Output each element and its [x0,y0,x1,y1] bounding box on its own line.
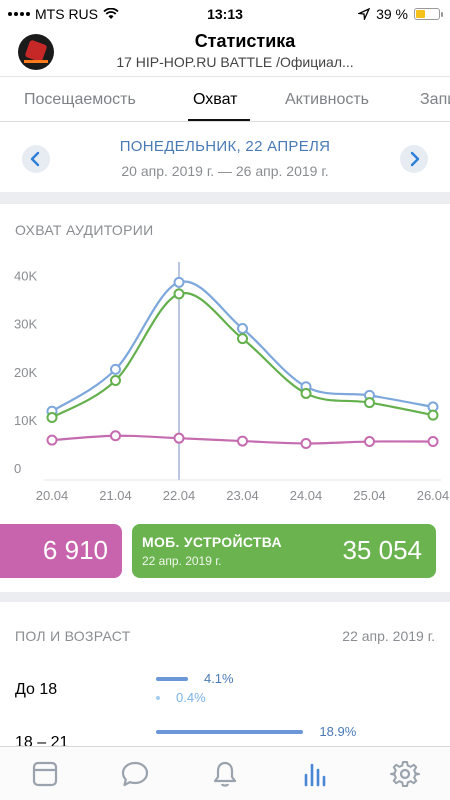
mobile-stat-card[interactable]: МОБ. УСТРОЙСТВА 22 апр. 2019 г. 35 054 [132,524,436,578]
data-point-desktop [173,432,185,444]
data-point-mobile [237,333,248,345]
data-point-mobile [364,397,375,409]
data-point-desktop [427,436,439,448]
x-tick-label: 20.04 [36,488,69,503]
tab-attendance[interactable]: Посещаемость [24,91,136,108]
data-point-total [110,363,121,375]
age-row-label: До 18 [15,681,58,698]
data-point-total [237,323,248,335]
status-bar: MTS RUS 13:13 39 % [0,0,450,28]
y-tick-label: 30K [14,317,37,332]
chevron-right-icon [410,151,420,167]
series-line-mobile [51,291,434,419]
y-tick-label: 0 [14,461,21,476]
location-arrow-icon [358,8,371,20]
tab-posts[interactable]: Запи [420,91,450,108]
next-day-button[interactable] [400,145,428,173]
date-switcher: ПОНЕДЕЛЬНИК, 22 АПРЕЛЯ 20 апр. 2019 г. —… [0,122,450,192]
data-point-desktop [237,435,248,447]
reach-section-title: ОХВАТ АУДИТОРИИ [15,222,154,238]
carrier: MTS RUS [35,6,98,22]
male-share-value: 4.1% [203,671,234,686]
male-share-value: 18.9% [319,724,357,739]
male-share-bar [156,730,304,734]
gender-age-title: ПОЛ И ВОЗРАСТ [15,628,131,644]
y-tick-label: 40K [14,269,37,284]
active-tab-indicator [188,119,250,121]
x-tick-label: 26.04 [417,488,450,503]
bottom-nav [0,746,450,800]
y-tick-label: 20K [14,365,37,380]
female-share-bar [156,696,160,700]
chevron-left-icon [30,151,40,167]
battery-icon [414,8,443,20]
tab-bar: Посещаемость Охват Активность Запи [0,76,450,122]
signal-icon [8,12,30,16]
reach-card: ОХВАТ АУДИТОРИИ 0 10K 20K 30K 40K 20.04 21.04 2… [0,204,450,592]
x-tick-label: 23.04 [226,488,259,503]
data-point-mobile [110,374,121,386]
gender-age-date: 22 апр. 2019 г. [342,628,435,644]
desktop-stat-card[interactable]: 6 910 [0,524,122,578]
previous-day-button[interactable] [22,145,50,173]
x-tick-label: 22.04 [163,488,196,503]
data-point-mobile [46,412,58,423]
data-point-mobile [427,409,439,421]
female-share-value: 0.4% [176,690,206,705]
tab-activity[interactable]: Активность [285,91,370,108]
desktop-stat-value: 6 910 [42,535,108,565]
mobile-stat-value: 35 054 [342,535,422,565]
series-line-total [51,280,434,413]
x-tick-label: 24.04 [290,488,323,503]
mobile-stat-date: 22 апр. 2019 г. [142,554,222,568]
data-point-mobile [173,288,185,300]
mobile-stat-label: МОБ. УСТРОЙСТВА [142,534,282,550]
settings-icon[interactable] [390,759,420,789]
news-icon[interactable] [30,759,60,789]
data-point-mobile [300,387,312,399]
community-name: 17 HIP-HOP.RU BATTLE /Официал... [116,54,354,70]
data-point-total [173,276,185,288]
tab-reach[interactable]: Охват [193,91,238,108]
selected-day: ПОНЕДЕЛЬНИК, 22 АПРЕЛЯ [119,138,331,155]
page-title: Статистика [194,31,296,51]
data-point-desktop [110,430,121,442]
community-avatar[interactable] [18,34,54,70]
reach-chart[interactable]: 0 10K 20K 30K 40K 20.04 21.04 22.04 23.04 24.04 25… [0,204,450,514]
clock: 13:13 [207,6,243,22]
gender-age-card: ПОЛ И ВОЗРАСТ 22 апр. 2019 г. До 18 4.1%… [0,602,450,762]
wifi-icon [103,8,119,19]
page-header: Статистика 17 HIP-HOP.RU BATTLE /Официал… [0,28,450,76]
male-share-bar [156,677,188,681]
data-point-desktop [300,437,312,449]
x-tick-label: 21.04 [99,488,132,503]
date-range: 20 апр. 2019 г. — 26 апр. 2019 г. [121,163,329,179]
data-point-desktop [46,434,58,446]
statistics-icon[interactable] [300,759,330,789]
y-tick-label: 10K [14,413,37,428]
x-tick-label: 25.04 [353,488,386,503]
messages-icon[interactable] [120,759,150,789]
data-point-desktop [364,436,375,448]
notifications-icon[interactable] [210,759,240,789]
battery-percent: 39 % [376,6,408,22]
